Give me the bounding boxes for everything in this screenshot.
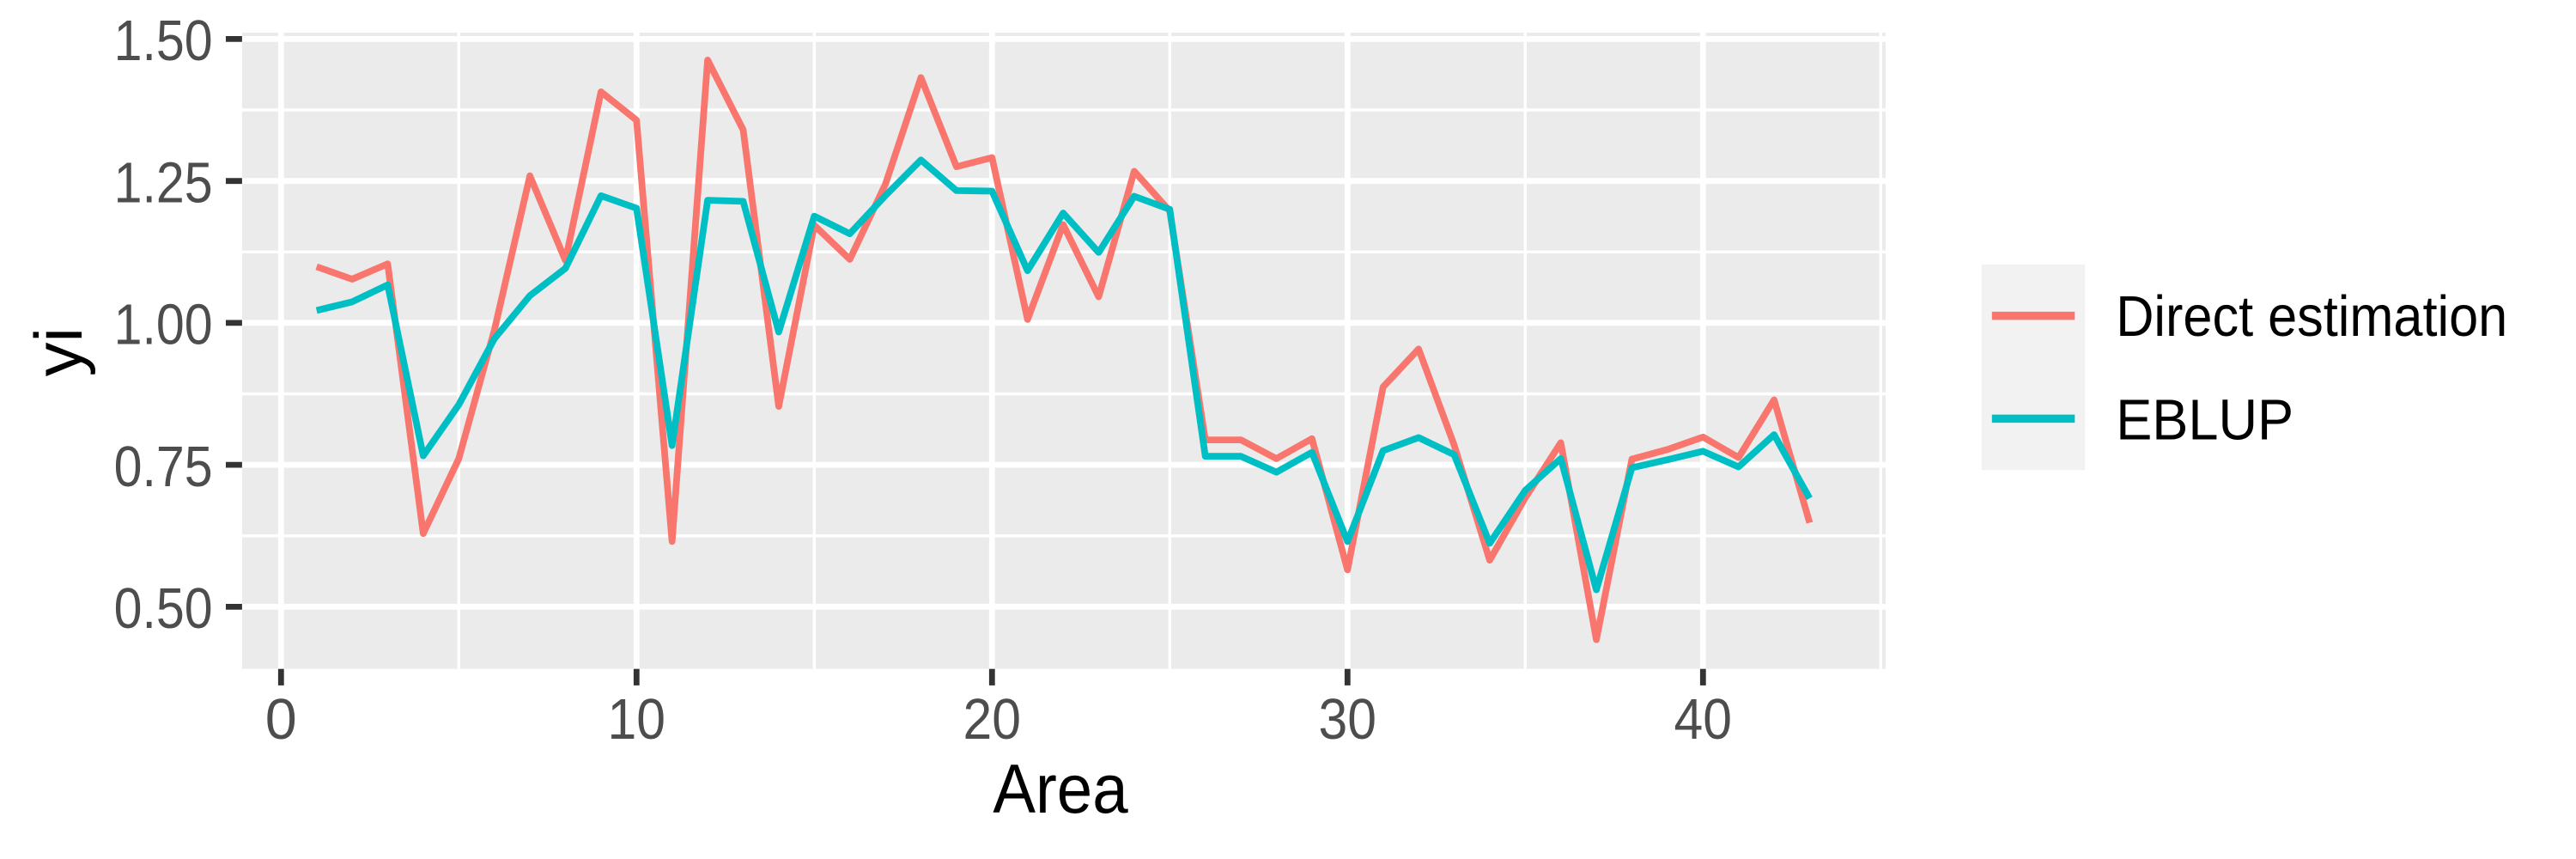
- svg-text:40: 40: [1674, 688, 1733, 752]
- svg-text:20: 20: [963, 688, 1022, 752]
- svg-text:0.75: 0.75: [114, 436, 213, 499]
- svg-text:30: 30: [1319, 688, 1377, 752]
- svg-text:10: 10: [608, 688, 666, 752]
- svg-text:Area: Area: [993, 751, 1128, 828]
- svg-text:0: 0: [265, 688, 297, 752]
- svg-text:1.25: 1.25: [114, 152, 213, 216]
- svg-text:1.00: 1.00: [114, 294, 213, 357]
- svg-text:yi: yi: [21, 327, 96, 376]
- svg-text:EBLUP: EBLUP: [2116, 387, 2293, 452]
- svg-text:1.50: 1.50: [114, 9, 213, 73]
- svg-text:0.50: 0.50: [114, 577, 213, 641]
- svg-text:Direct estimation: Direct estimation: [2116, 284, 2507, 349]
